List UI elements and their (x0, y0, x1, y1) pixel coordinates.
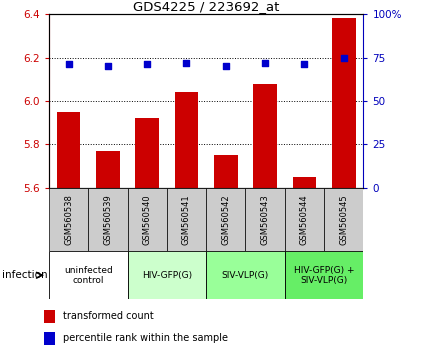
Bar (96, 151, 119, 188)
Text: GSM560540: GSM560540 (143, 194, 152, 245)
Text: HIV-GFP(G): HIV-GFP(G) (142, 271, 192, 280)
Text: GSM560541: GSM560541 (182, 194, 191, 245)
Bar (292, 177, 316, 188)
Bar (44, 310, 55, 323)
Text: GSM560539: GSM560539 (103, 194, 112, 245)
Point (105, 63, 111, 69)
Point (222, 63, 229, 69)
Bar (57, 112, 80, 188)
Point (183, 60, 190, 65)
Text: GSM560538: GSM560538 (64, 194, 73, 245)
Bar (214, 155, 238, 188)
Bar (332, 18, 355, 188)
Bar (49, 188, 88, 251)
Point (65, 62, 72, 67)
Text: SIV-VLP(G): SIV-VLP(G) (222, 271, 269, 280)
Bar (206, 188, 245, 251)
Point (262, 60, 269, 65)
Bar (285, 251, 363, 299)
Text: GSM560542: GSM560542 (221, 194, 230, 245)
Bar (324, 188, 363, 251)
Bar (285, 188, 324, 251)
Text: uninfected
control: uninfected control (64, 266, 113, 285)
Bar (44, 332, 55, 345)
Bar (128, 188, 167, 251)
Bar (206, 251, 285, 299)
Bar (167, 188, 206, 251)
Text: HIV-GFP(G) +
SIV-VLP(G): HIV-GFP(G) + SIV-VLP(G) (294, 266, 354, 285)
Point (144, 62, 150, 67)
Point (301, 62, 308, 67)
Text: infection: infection (2, 270, 48, 280)
Bar (128, 251, 206, 299)
Title: GDS4225 / 223692_at: GDS4225 / 223692_at (133, 0, 279, 13)
Text: transformed count: transformed count (63, 312, 154, 321)
Text: GSM560543: GSM560543 (261, 194, 269, 245)
Bar (88, 188, 128, 251)
Text: GSM560544: GSM560544 (300, 194, 309, 245)
Bar (253, 84, 277, 188)
Text: GSM560545: GSM560545 (339, 194, 348, 245)
Bar (175, 92, 198, 188)
Point (340, 55, 347, 60)
Text: percentile rank within the sample: percentile rank within the sample (63, 333, 228, 343)
Bar (245, 188, 285, 251)
Bar (49, 251, 128, 299)
Bar (135, 118, 159, 188)
